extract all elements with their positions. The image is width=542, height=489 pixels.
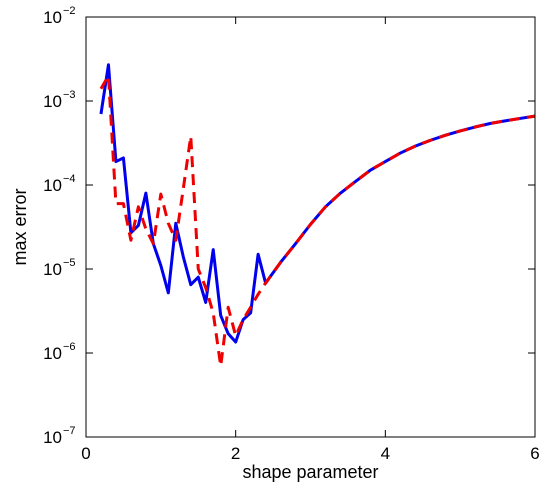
- x-tick-label-1: 2: [231, 444, 240, 463]
- x-axis-label: shape parameter: [242, 462, 378, 482]
- y-tick-label-5: 10: [43, 8, 62, 27]
- x-tick-label-0: 0: [81, 444, 90, 463]
- ticks-layer: 0 2 4 610−710−610−510−410−310−2: [43, 5, 540, 463]
- plot-area-frame: [85, 16, 536, 438]
- y-tick-exponent-3: −4: [63, 173, 76, 185]
- series-line-dashed: [99, 74, 536, 368]
- y-tick-label-0: 10: [43, 428, 62, 447]
- y-tick-exponent-4: −3: [63, 89, 76, 101]
- x-tick-label-3: 6: [530, 444, 539, 463]
- series-line-solid: [99, 63, 536, 344]
- y-axis-label: max error: [10, 188, 30, 265]
- y-tick-exponent-1: −6: [63, 341, 76, 353]
- y-tick-exponent-5: −2: [63, 5, 76, 17]
- y-tick-label-2: 10: [43, 260, 62, 279]
- y-tick-label-3: 10: [43, 176, 62, 195]
- y-tick-label-1: 10: [43, 344, 62, 363]
- y-tick-exponent-0: −7: [63, 425, 76, 437]
- x-tick-label-2: 4: [381, 444, 390, 463]
- series-layer: [99, 63, 536, 368]
- y-tick-label-4: 10: [43, 92, 62, 111]
- y-tick-exponent-2: −5: [63, 257, 76, 269]
